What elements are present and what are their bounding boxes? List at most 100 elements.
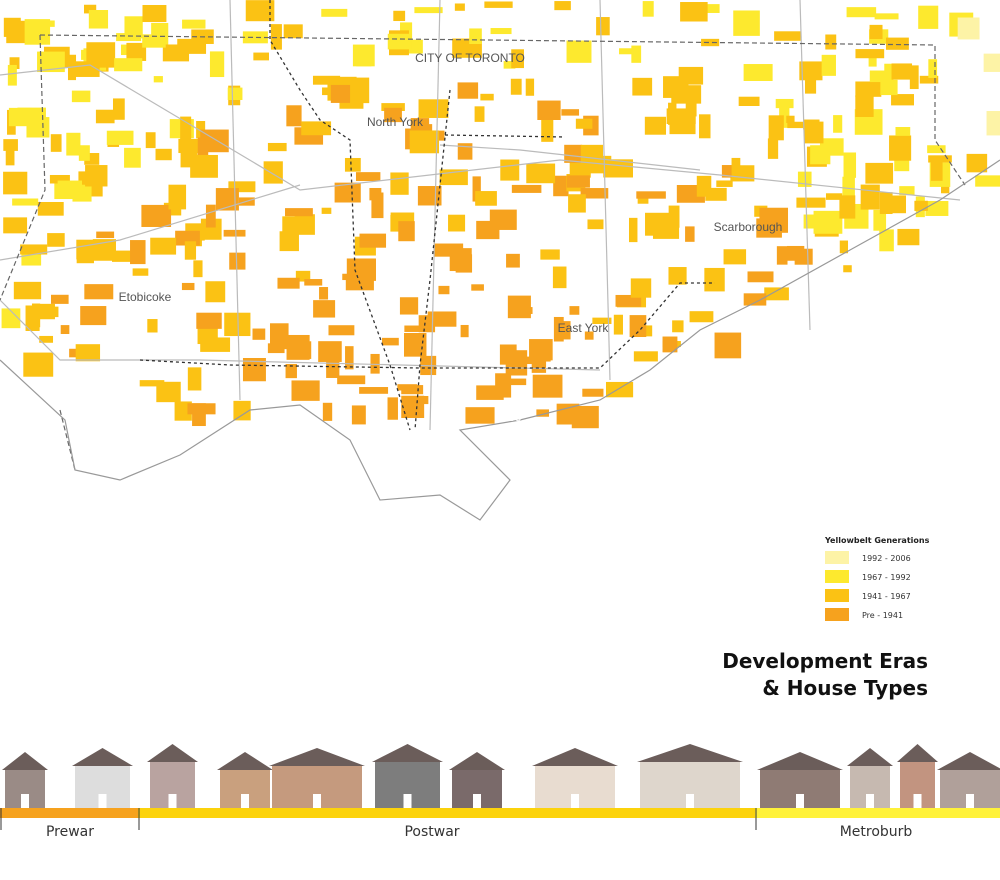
- development-area: [632, 77, 653, 96]
- development-area: [804, 121, 824, 144]
- house-roof: [532, 748, 618, 766]
- development-area: [116, 33, 142, 42]
- development-area: [132, 268, 149, 276]
- development-area: [322, 402, 333, 421]
- development-area: [50, 294, 69, 304]
- development-area: [182, 19, 206, 29]
- development-area: [559, 321, 571, 340]
- development-area: [975, 175, 1000, 187]
- development-area: [448, 214, 466, 232]
- development-area: [96, 231, 115, 239]
- house-door: [866, 794, 874, 808]
- place-label: Etobicoke: [119, 290, 172, 304]
- development-area: [328, 325, 355, 336]
- development-area: [399, 297, 419, 315]
- highway: [0, 64, 961, 201]
- development-area: [738, 96, 760, 106]
- development-area: [570, 55, 581, 63]
- development-area: [839, 240, 849, 254]
- development-area: [465, 407, 495, 424]
- development-area: [371, 192, 384, 219]
- development-area: [925, 201, 949, 216]
- development-area: [556, 403, 580, 425]
- development-area: [701, 38, 720, 47]
- development-area: [869, 70, 894, 83]
- development-area: [540, 249, 560, 260]
- development-area: [803, 214, 829, 229]
- development-area: [454, 3, 465, 11]
- development-area: [874, 13, 899, 20]
- development-area: [342, 273, 360, 281]
- development-area: [799, 61, 823, 81]
- development-area: [507, 295, 531, 319]
- development-area: [384, 107, 402, 123]
- development-area: [205, 204, 216, 228]
- development-area: [142, 34, 166, 48]
- development-area: [580, 188, 609, 199]
- house-roof: [847, 748, 893, 766]
- development-area: [704, 267, 725, 292]
- era-label: Prewar: [46, 824, 94, 840]
- development-area: [500, 159, 520, 181]
- development-area: [381, 103, 405, 111]
- district-label: 04: [616, 180, 628, 192]
- development-area: [356, 59, 372, 67]
- development-area: [3, 217, 28, 234]
- development-area: [721, 165, 732, 178]
- development-area: [233, 400, 251, 421]
- development-area: [630, 278, 652, 298]
- development-area: [83, 4, 97, 14]
- development-area: [286, 105, 302, 127]
- development-area: [23, 352, 54, 377]
- legend-swatch: [825, 608, 849, 621]
- development-area: [35, 303, 55, 320]
- development-area: [409, 130, 440, 154]
- development-area: [13, 281, 42, 300]
- house-roof: [269, 748, 365, 766]
- development-area: [387, 33, 412, 50]
- development-area: [469, 28, 482, 44]
- house-door: [313, 794, 321, 808]
- house-door: [98, 794, 107, 808]
- district-label: 07: [369, 157, 381, 169]
- development-area: [147, 319, 158, 333]
- development-area: [69, 348, 78, 358]
- district-label: 01: [324, 392, 336, 404]
- house-door: [168, 794, 177, 808]
- development-area: [569, 306, 580, 315]
- development-area: [80, 306, 107, 326]
- development-area: [891, 94, 914, 106]
- development-area: [20, 244, 48, 255]
- development-area: [242, 31, 268, 44]
- house-roof: [217, 752, 273, 770]
- house-door: [966, 794, 974, 808]
- development-area: [776, 246, 788, 265]
- heading: & House Types: [762, 676, 928, 700]
- house-roof: [2, 752, 48, 770]
- development-area: [50, 134, 62, 152]
- development-area: [283, 24, 303, 39]
- development-area: [629, 315, 647, 338]
- development-area: [472, 176, 481, 202]
- development-area: [561, 109, 580, 116]
- development-area: [605, 381, 634, 398]
- shoreline: [0, 159, 1000, 521]
- development-area: [879, 229, 894, 252]
- development-area: [685, 101, 697, 117]
- development-area: [554, 1, 571, 11]
- development-area: [282, 216, 297, 237]
- roads: [0, 0, 961, 431]
- development-area: [986, 111, 1000, 136]
- development-area: [983, 53, 1000, 72]
- development-area: [879, 192, 893, 214]
- city-title: CITY OF TORONTO: [415, 51, 525, 65]
- development-area: [187, 367, 202, 391]
- development-area: [228, 181, 256, 193]
- development-area: [855, 49, 885, 59]
- development-area: [537, 100, 561, 120]
- place-label: North York: [367, 115, 424, 129]
- development-area: [860, 184, 880, 210]
- development-area: [180, 116, 192, 141]
- transit-line: [139, 0, 715, 431]
- development-area: [536, 409, 550, 417]
